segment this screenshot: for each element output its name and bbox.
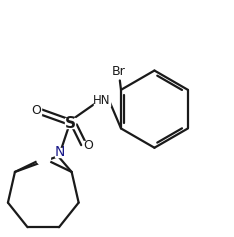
Text: N: N: [55, 146, 65, 160]
Text: HN: HN: [93, 95, 110, 107]
Text: Br: Br: [112, 65, 125, 78]
Text: O: O: [31, 104, 41, 117]
Text: O: O: [83, 139, 93, 152]
Bar: [65, 118, 75, 128]
Bar: [94, 96, 110, 106]
Bar: [83, 141, 92, 150]
Bar: [32, 106, 41, 115]
Text: S: S: [65, 116, 76, 131]
Bar: [55, 148, 64, 157]
